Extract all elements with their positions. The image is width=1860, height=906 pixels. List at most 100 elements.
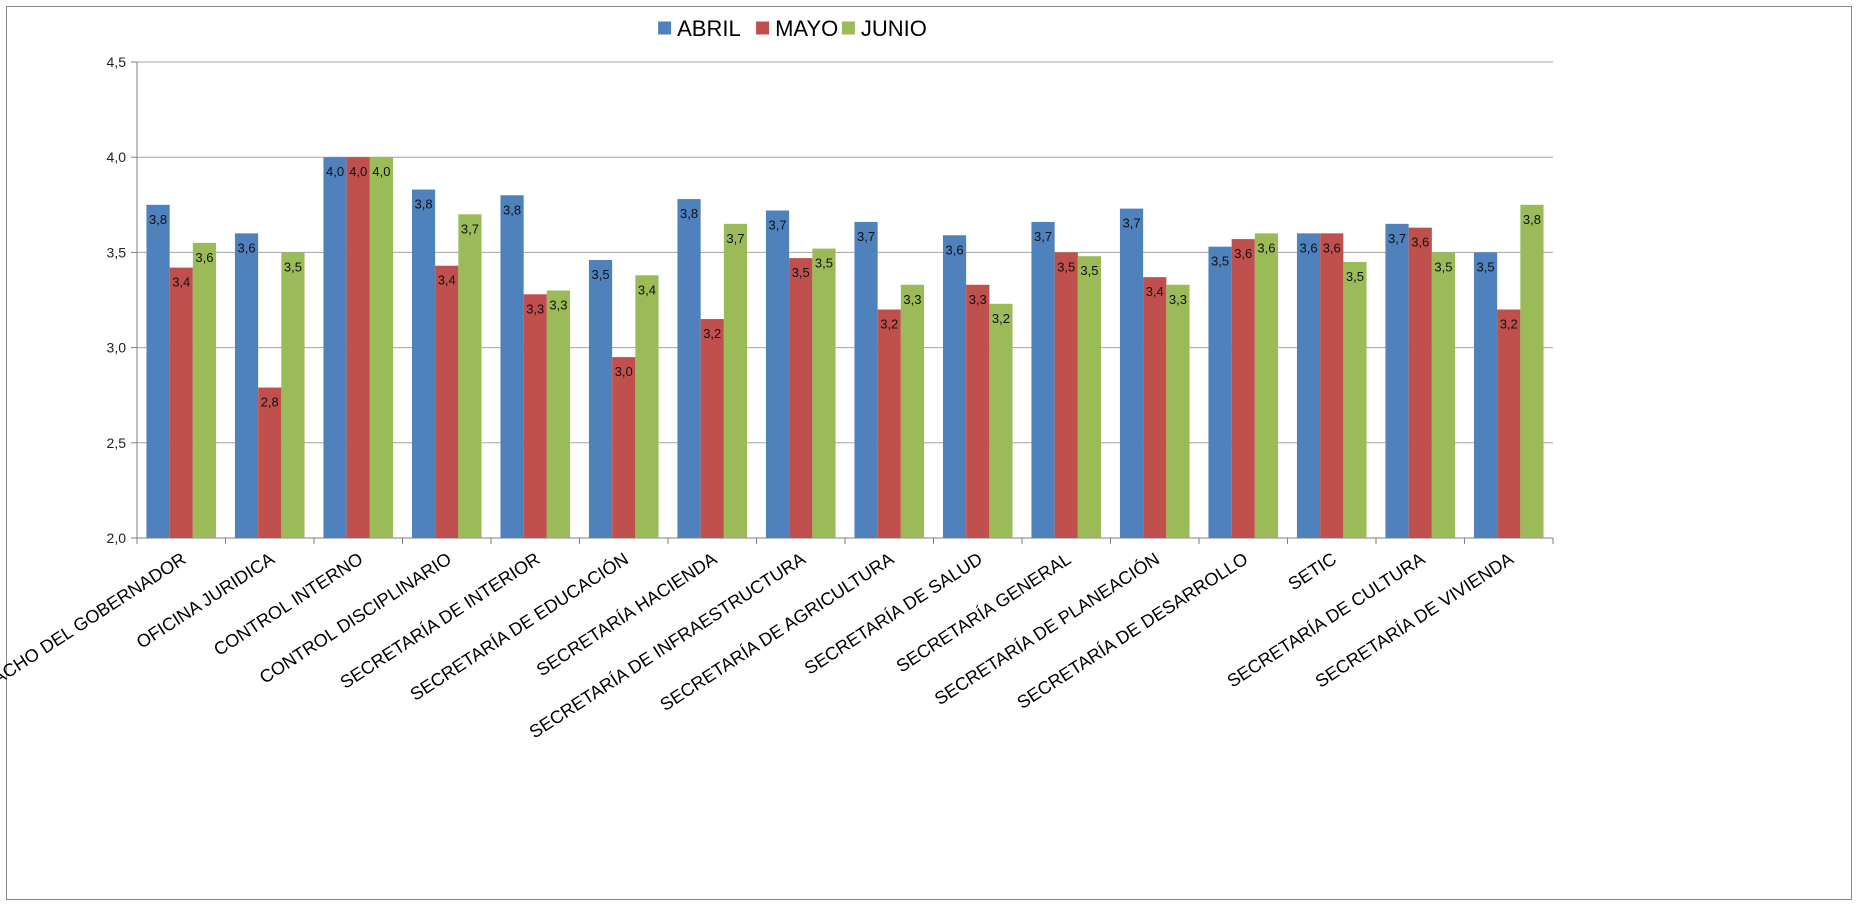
data-label: 3,6	[238, 240, 256, 255]
bars	[146, 157, 1544, 539]
data-label: 3,4	[638, 282, 656, 297]
bar-mayo-secretaria-de-agricultura	[877, 309, 901, 538]
bar-abril-setic	[1296, 233, 1321, 539]
data-label: 3,3	[903, 292, 921, 307]
data-label: 3,7	[726, 231, 744, 246]
data-label: 3,5	[1211, 254, 1229, 269]
bar-junio-secretaria-de-cultura	[1431, 252, 1456, 538]
bar-junio-despacho-del-gobernador	[192, 242, 217, 538]
bar-junio-secretaria-de-infraestructura	[812, 248, 836, 538]
bar-junio-setic	[1343, 261, 1367, 538]
data-label: 3,5	[1434, 259, 1452, 274]
legend-label-mayo: MAYO	[775, 16, 838, 41]
category-label: SETIC	[1285, 549, 1340, 595]
data-label: 3,3	[1169, 292, 1187, 307]
bar-junio-control-interno	[369, 157, 394, 538]
data-label: 3,5	[1346, 269, 1364, 284]
bar-mayo-secretaria-de-vivienda	[1497, 309, 1521, 538]
bar-mayo-secretaria-general	[1054, 252, 1078, 538]
data-label: 3,3	[549, 297, 567, 312]
bar-abril-secretaria-de-salud	[942, 235, 967, 538]
legend-swatch-junio	[841, 21, 855, 35]
bar-junio-secretaria-de-vivienda	[1520, 204, 1544, 539]
data-label: 3,3	[526, 301, 544, 316]
bar-abril-secretaria-de-vivienda	[1473, 252, 1498, 538]
bar-junio-secretaria-de-educacion	[635, 275, 659, 538]
data-label: 3,2	[992, 311, 1010, 326]
y-tick-label: 2,5	[107, 435, 127, 451]
data-label: 3,8	[680, 206, 698, 221]
data-label: 3,6	[1300, 240, 1318, 255]
data-label: 3,5	[815, 256, 833, 271]
bar-mayo-secretaria-de-cultura	[1408, 227, 1432, 538]
bar-mayo-secretaria-de-planeacion	[1143, 277, 1167, 538]
bar-mayo-oficina-juridica	[258, 387, 282, 538]
bar-mayo-control-disciplinario	[435, 265, 459, 538]
data-label: 3,5	[284, 259, 302, 274]
data-label: 3,2	[1500, 317, 1518, 332]
bar-mayo-secretaria-de-salud	[966, 284, 990, 538]
data-label: 3,7	[769, 218, 787, 233]
data-label: 2,8	[261, 395, 279, 410]
bar-mayo-secretaria-de-interior	[523, 294, 547, 538]
data-label: 3,8	[503, 202, 521, 217]
bar-junio-secretaria-de-salud	[989, 303, 1013, 538]
bar-abril-secretaria-de-desarrollo	[1208, 246, 1232, 538]
bar-abril-secretaria-hacienda	[677, 199, 701, 538]
bar-junio-oficina-juridica	[281, 252, 305, 538]
data-label: 3,6	[1323, 240, 1341, 255]
data-label: 3,6	[195, 250, 213, 265]
data-label: 3,5	[1080, 263, 1098, 278]
legend: ABRIL MAYO JUNIO	[658, 16, 927, 41]
legend-swatch-mayo	[756, 21, 770, 35]
data-label: 4,0	[372, 164, 390, 179]
data-label: 3,4	[1146, 284, 1164, 299]
y-tick-label: 4,5	[107, 54, 127, 70]
data-label: 3,6	[1411, 235, 1429, 250]
y-tick-label: 3,5	[107, 244, 127, 260]
legend-label-junio: JUNIO	[861, 16, 927, 41]
legend-swatch-abril	[658, 21, 672, 35]
data-label: 3,2	[880, 317, 898, 332]
data-label: 3,0	[615, 364, 633, 379]
data-label: 4,0	[349, 164, 367, 179]
bar-abril-secretaria-de-planeacion	[1119, 208, 1144, 539]
data-label: 3,7	[1388, 231, 1406, 246]
bar-junio-secretaria-hacienda	[723, 223, 748, 538]
bar-mayo-despacho-del-gobernador	[169, 267, 193, 538]
data-label: 3,8	[149, 212, 167, 227]
data-label: 3,6	[946, 242, 964, 257]
bar-abril-secretaria-de-cultura	[1385, 223, 1409, 538]
bar-abril-secretaria-general	[1031, 221, 1055, 538]
data-label: 3,7	[1123, 216, 1141, 231]
bar-mayo-secretaria-hacienda	[700, 319, 724, 538]
bar-junio-control-disciplinario	[458, 214, 482, 538]
data-label: 3,8	[1523, 212, 1541, 227]
data-label: 3,5	[1057, 259, 1075, 274]
bar-abril-secretaria-de-infraestructura	[765, 210, 790, 538]
data-label: 3,5	[1477, 259, 1495, 274]
bar-mayo-secretaria-de-educacion	[612, 357, 636, 538]
bar-junio-secretaria-general	[1077, 256, 1102, 538]
bar-mayo-secretaria-de-infraestructura	[789, 258, 813, 538]
y-tick-label: 3,0	[107, 340, 127, 356]
bar-mayo-setic	[1320, 233, 1344, 539]
bar-mayo-control-interno	[346, 157, 370, 538]
data-label: 3,3	[969, 292, 987, 307]
bar-abril-secretaria-de-interior	[500, 195, 524, 538]
legend-label-abril: ABRIL	[677, 16, 741, 41]
data-labels: 3,8 3,4 3,6 3,6 2,8 3,5 4,0 4,0 4,0 3,8 3,4 3,7 3,8 3…	[149, 164, 1541, 409]
bar-abril-despacho-del-gobernador	[146, 204, 170, 539]
data-label: 3,4	[438, 273, 456, 288]
bar-abril-secretaria-de-agricultura	[854, 221, 878, 538]
bar-abril-oficina-juridica	[234, 233, 259, 539]
bar-junio-secretaria-de-interior	[546, 290, 571, 538]
data-label: 3,7	[857, 229, 875, 244]
data-label: 3,5	[592, 267, 610, 282]
bar-abril-control-interno	[323, 157, 347, 538]
bar-abril-control-disciplinario	[411, 189, 436, 538]
y-tick-label: 4,0	[107, 149, 127, 165]
bar-mayo-secretaria-de-desarrollo	[1231, 239, 1255, 538]
bar-junio-secretaria-de-planeacion	[1166, 284, 1190, 538]
